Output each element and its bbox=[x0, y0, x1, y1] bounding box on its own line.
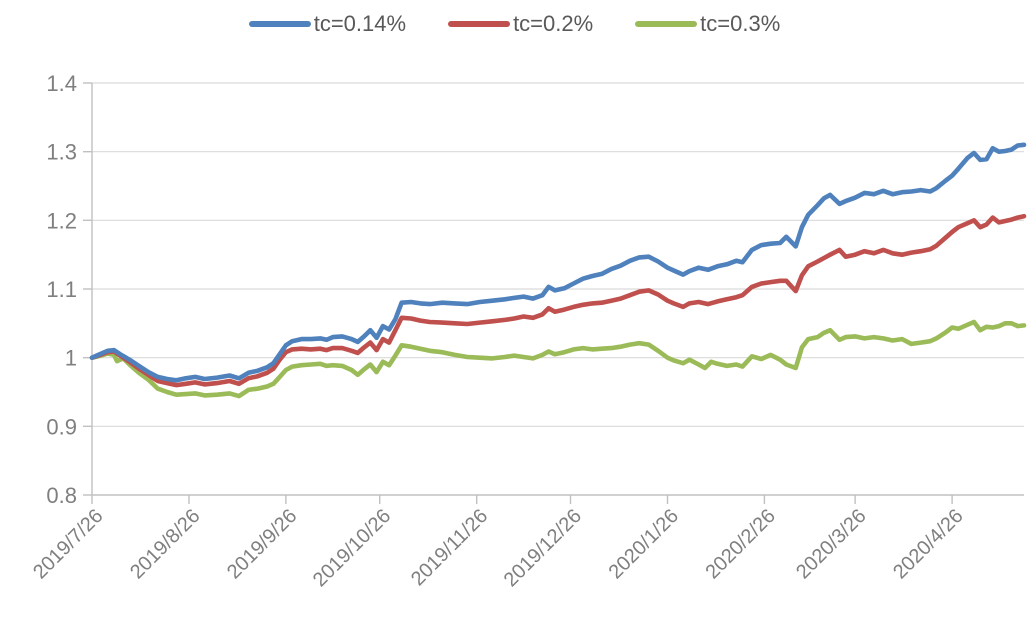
legend-label: tc=0.2% bbox=[513, 11, 594, 36]
legend-line-swatch-green-icon bbox=[635, 21, 698, 27]
svg-text:1: 1 bbox=[65, 346, 77, 371]
svg-text:0.9: 0.9 bbox=[46, 414, 77, 439]
series-line-tc=0.3% bbox=[89, 319, 1027, 399]
svg-text:2020/3/26: 2020/3/26 bbox=[792, 505, 870, 583]
series-line-tc=0.2% bbox=[89, 213, 1027, 388]
svg-text:2019/9/26: 2019/9/26 bbox=[223, 505, 301, 583]
svg-text:1.2: 1.2 bbox=[46, 208, 77, 233]
svg-text:2019/8/26: 2019/8/26 bbox=[126, 505, 204, 583]
x-axis-labels: 2019/7/26 2019/8/26 2019/9/26 2019/10/26 201… bbox=[29, 505, 968, 591]
svg-text:0.8: 0.8 bbox=[46, 483, 77, 508]
legend-label: tc=0.3% bbox=[700, 11, 781, 36]
svg-text:2020/4/26: 2020/4/26 bbox=[889, 505, 967, 583]
svg-text:2020/2/26: 2020/2/26 bbox=[701, 505, 779, 583]
axes bbox=[83, 82, 1024, 504]
legend-item-tc-03: tc=0.3% bbox=[635, 13, 780, 35]
y-axis-labels: 0.8 0.9 1 1.1 1.2 1.3 1.4 bbox=[46, 71, 77, 508]
svg-text:2019/7/26: 2019/7/26 bbox=[29, 505, 107, 583]
svg-text:1.3: 1.3 bbox=[46, 140, 77, 165]
svg-text:2020/1/26: 2020/1/26 bbox=[605, 505, 683, 583]
legend-item-tc-02: tc=0.2% bbox=[448, 13, 593, 35]
legend-item-tc-014: tc=0.14% bbox=[248, 11, 407, 36]
chart-legend: tc=0.14% tc=0.2% tc=0.3% bbox=[0, 13, 1029, 35]
svg-text:2019/12/26: 2019/12/26 bbox=[500, 505, 586, 591]
svg-text:1.1: 1.1 bbox=[46, 277, 77, 302]
legend-line-swatch-blue-icon bbox=[248, 21, 311, 27]
svg-text:1.4: 1.4 bbox=[46, 71, 77, 96]
svg-text:2019/11/26: 2019/11/26 bbox=[407, 505, 492, 590]
series-line-tc=0.14% bbox=[89, 142, 1027, 383]
legend-line-swatch-red-icon bbox=[448, 21, 511, 27]
legend-label: tc=0.14% bbox=[313, 11, 407, 36]
svg-text:2019/10/26: 2019/10/26 bbox=[309, 505, 395, 591]
